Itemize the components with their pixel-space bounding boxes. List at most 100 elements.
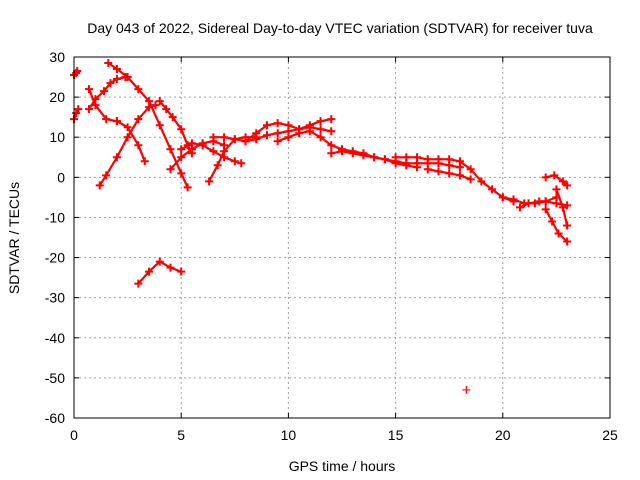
- series-arc-1: [70, 105, 83, 124]
- data-point-marker: [515, 203, 524, 212]
- data-point-marker: [524, 199, 533, 208]
- data-point-marker: [548, 217, 557, 226]
- data-point-marker: [262, 131, 271, 140]
- data-point-marker: [155, 97, 164, 106]
- series-outlier: [462, 385, 471, 394]
- series-arc-11: [177, 139, 246, 168]
- data-point-marker: [145, 103, 154, 112]
- series-arc-6: [95, 101, 160, 190]
- data-point-marker: [209, 147, 218, 156]
- series-line: [212, 118, 333, 143]
- y-tick-label: 10: [49, 129, 65, 145]
- data-point-marker: [273, 119, 282, 128]
- data-point-marker: [558, 203, 567, 212]
- data-point-marker: [95, 181, 104, 190]
- data-point-marker: [348, 149, 357, 158]
- data-point-marker: [434, 167, 443, 176]
- data-point-marker: [284, 133, 293, 142]
- data-point-marker: [295, 129, 304, 138]
- data-point-marker: [205, 177, 214, 186]
- data-point-marker: [477, 177, 486, 186]
- y-tick-label: 20: [49, 89, 65, 105]
- data-point-marker: [327, 127, 336, 136]
- data-point-marker: [134, 115, 143, 124]
- series-line: [98, 103, 157, 187]
- series-arc-7: [112, 117, 149, 166]
- data-point-marker: [166, 165, 175, 174]
- data-point-marker: [72, 109, 81, 118]
- data-point-marker: [166, 145, 175, 154]
- data-point-marker: [316, 133, 325, 142]
- x-axis-label: GPS time / hours: [289, 458, 396, 474]
- series-line: [544, 208, 569, 243]
- series-arc-8: [134, 257, 186, 288]
- series-layer: [70, 59, 572, 394]
- x-tick-label: 15: [388, 427, 404, 443]
- series-arc-18: [423, 165, 475, 184]
- series-line: [87, 87, 119, 123]
- data-point-marker: [316, 125, 325, 134]
- series-arc-5: [104, 59, 192, 192]
- data-point-marker: [554, 229, 563, 238]
- data-point-marker: [177, 145, 186, 154]
- data-point-marker: [445, 169, 454, 178]
- series-line: [115, 120, 146, 163]
- data-point-marker: [112, 75, 121, 84]
- data-point-marker: [106, 79, 115, 88]
- data-point-marker: [155, 257, 164, 266]
- data-point-marker: [85, 105, 94, 114]
- series-arc-23: [552, 185, 572, 230]
- y-tick-label: -20: [45, 250, 65, 266]
- grid: [74, 57, 610, 418]
- data-point-marker: [563, 237, 572, 246]
- data-point-marker: [123, 123, 132, 132]
- data-point-marker: [541, 197, 550, 206]
- data-point-marker: [359, 151, 368, 160]
- data-point-marker: [327, 115, 336, 124]
- y-tick-label: -10: [45, 209, 65, 225]
- data-point-marker: [151, 101, 160, 110]
- data-point-marker: [134, 141, 143, 150]
- data-point-marker: [166, 263, 175, 272]
- data-point-marker: [209, 133, 218, 142]
- data-point-marker: [168, 113, 177, 122]
- data-point-marker: [177, 267, 186, 276]
- data-point-marker: [380, 155, 389, 164]
- series-arc-2: [70, 67, 82, 80]
- y-tick-label: 30: [49, 49, 65, 65]
- data-point-marker: [445, 155, 454, 164]
- data-point-marker: [327, 141, 336, 150]
- y-tick-label: -30: [45, 290, 65, 306]
- data-point-marker: [112, 117, 121, 126]
- data-point-marker: [162, 105, 171, 114]
- data-point-marker: [102, 115, 111, 124]
- data-point-marker: [104, 59, 113, 68]
- series-arc-21: [541, 205, 572, 246]
- data-point-marker: [102, 171, 111, 180]
- chart-title: Day 043 of 2022, Sidereal Day-to-day VTE…: [87, 20, 593, 36]
- data-point-marker: [85, 85, 94, 94]
- data-point-marker: [134, 85, 143, 94]
- data-point-marker: [541, 173, 550, 182]
- data-point-marker: [145, 267, 154, 276]
- x-tick-label: 10: [281, 427, 297, 443]
- data-point-marker: [112, 65, 121, 74]
- data-point-marker: [241, 137, 250, 146]
- data-point-marker: [252, 129, 261, 138]
- y-tick-label: 0: [57, 169, 65, 185]
- data-point-marker: [541, 205, 550, 214]
- data-point-marker: [488, 185, 497, 194]
- data-point-marker: [338, 147, 346, 156]
- data-point-marker: [262, 121, 271, 130]
- data-point-marker: [140, 157, 149, 166]
- y-tick-label: -50: [45, 370, 65, 386]
- data-point-marker: [198, 141, 207, 150]
- data-point-marker: [316, 117, 325, 126]
- data-point-marker: [155, 121, 164, 130]
- data-point-marker: [466, 175, 475, 184]
- data-point-marker: [183, 183, 192, 192]
- series-arc-20: [515, 193, 561, 212]
- data-point-marker: [563, 181, 572, 190]
- x-tick-label: 5: [177, 427, 185, 443]
- data-point-marker: [237, 159, 246, 168]
